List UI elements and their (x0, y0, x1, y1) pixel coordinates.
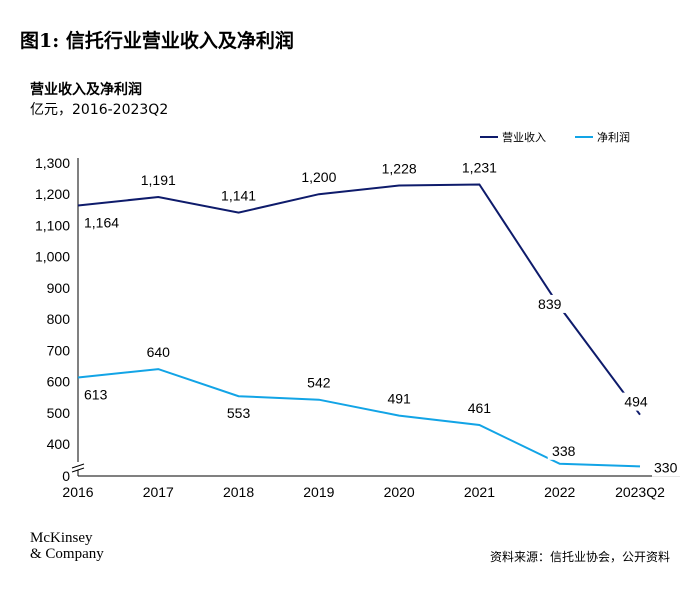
data-label: 330 (654, 459, 678, 475)
data-label-bg (383, 159, 418, 178)
data-label: 1,191 (141, 172, 176, 188)
data-label-bg (533, 294, 568, 313)
legend: 营业收入 净利润 (480, 130, 630, 144)
series-line (77, 368, 641, 468)
y-tick-label: 500 (47, 405, 71, 421)
data-label-bg (222, 404, 257, 423)
data-label: 461 (468, 400, 492, 416)
y-tick-label: 0 (62, 468, 70, 484)
y-tick-label: 1,000 (35, 249, 70, 265)
data-label: 491 (387, 391, 411, 407)
y-tick-label: 400 (47, 436, 71, 452)
data-label: 1,141 (221, 188, 256, 204)
data-label: 494 (624, 394, 648, 410)
units-label: 亿元，2016-2023Q2 (30, 102, 169, 118)
series-profit: 613 640 553 542 491 461 338 330 (77, 343, 686, 477)
data-label-bg (302, 373, 337, 392)
x-tick-label: 2018 (223, 484, 254, 500)
data-label-bg (142, 343, 177, 362)
data-label: 839 (538, 296, 562, 312)
data-label-bg (383, 389, 418, 408)
data-label-bg (222, 186, 257, 205)
logo-line-1: McKinsey (30, 530, 93, 546)
x-tick-label: 2023Q2 (615, 484, 665, 500)
data-label: 1,164 (84, 214, 119, 230)
data-label-bg (302, 168, 337, 187)
y-tick-label: 1,100 (35, 217, 70, 233)
x-axis: 2016 2017 2018 2019 2020 2021 2022 2023Q2 (62, 475, 680, 500)
data-label: 613 (84, 386, 108, 402)
data-label-bg (82, 385, 116, 404)
data-label: 640 (147, 344, 171, 360)
series-revenue: 1,164 1,191 1,141 1,200 1,228 1,231 839 494 (77, 158, 654, 416)
data-label-bg (620, 392, 654, 411)
figure-title: 图1: 信托行业营业收入及净利润 (20, 30, 294, 52)
x-tick-label: 2019 (303, 484, 334, 500)
y-tick-label: 600 (47, 374, 71, 390)
x-tick-label: 2021 (464, 484, 495, 500)
mckinsey-logo: McKinsey & Company (30, 530, 104, 562)
series-line (77, 183, 641, 416)
data-label-bg (547, 441, 582, 460)
y-tick-label: 900 (47, 280, 71, 296)
data-label-bg (463, 398, 498, 417)
x-tick-label: 2017 (143, 484, 174, 500)
source-note: 资料来源：信托业协会，公开资料 (489, 550, 670, 564)
data-label: 542 (307, 375, 331, 391)
data-label: 338 (552, 443, 576, 459)
x-tick-label: 2020 (384, 484, 415, 500)
logo-line-2: & Company (30, 546, 104, 562)
data-label-bg (652, 458, 686, 477)
data-label: 1,231 (462, 160, 497, 176)
data-label: 1,228 (382, 160, 417, 176)
x-tick-label: 2022 (544, 484, 575, 500)
data-label: 1,200 (301, 169, 336, 185)
axis-break-mark (71, 467, 85, 473)
legend-label: 营业收入 (502, 130, 546, 144)
data-label-bg (82, 213, 116, 232)
axis-break-mark (71, 463, 85, 469)
y-tick-label: 1,200 (35, 186, 70, 202)
data-label-bg (463, 158, 498, 177)
legend-label: 净利润 (597, 130, 630, 144)
data-label-bg (142, 171, 177, 190)
chart-subtitle: 营业收入及净利润 (30, 82, 142, 98)
data-label: 553 (227, 405, 251, 421)
y-tick-label: 1,300 (35, 155, 70, 171)
y-tick-label: 700 (47, 342, 71, 358)
x-tick-label: 2016 (62, 484, 93, 500)
y-tick-label: 800 (47, 311, 71, 327)
y-axis: 0 400 500 600 700 800 900 1,000 1,100 1,200 1,300 (35, 155, 85, 484)
